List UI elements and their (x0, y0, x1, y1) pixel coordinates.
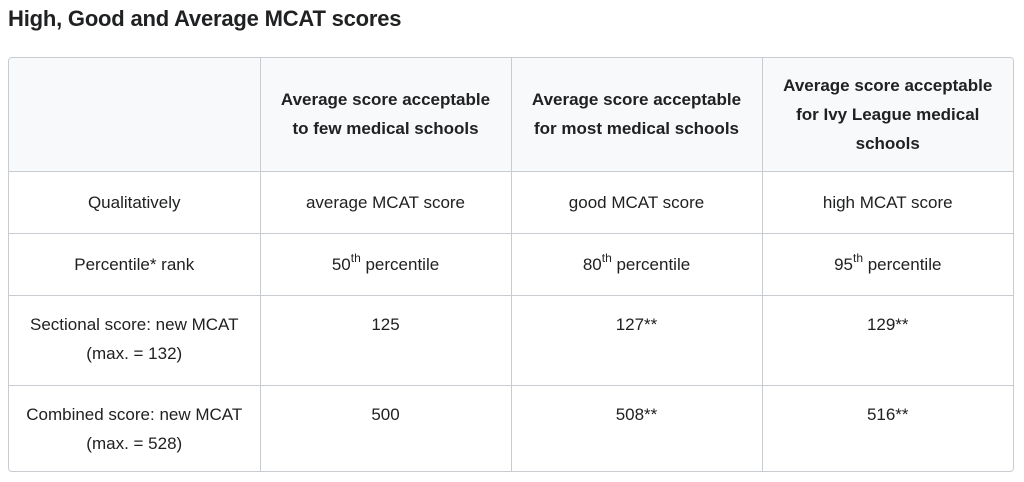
table-row: Qualitatively average MCAT score good MC… (9, 170, 1013, 234)
table-cell: 129** (761, 294, 1013, 386)
table-row: Percentile* rank 50th percentile 80th pe… (9, 232, 1013, 296)
percentile-word: percentile (863, 254, 942, 274)
column-header-few-schools: Average score acceptable to few medical … (259, 58, 512, 172)
row-label: Qualitatively (9, 170, 261, 234)
percentile-number: 80 (582, 254, 602, 274)
table-cell: 125 (259, 294, 512, 386)
column-header-ivy-league: Average score acceptable for Ivy League … (761, 58, 1013, 172)
table-row: Sectional score: new MCAT (max. = 132) 1… (9, 294, 1013, 386)
percentile-number: 95 (834, 254, 853, 274)
table-row: Combined score: new MCAT (max. = 528) 50… (9, 384, 1013, 471)
table-cell: 127** (510, 294, 763, 386)
table-cell: 95th percentile (761, 232, 1013, 296)
row-label: Percentile* rank (9, 232, 261, 296)
table-cell: average MCAT score (259, 170, 512, 234)
table-cell: high MCAT score (761, 170, 1013, 234)
table-cell: 516** (761, 384, 1013, 471)
mcat-scores-table: Average score acceptable to few medical … (8, 57, 1014, 472)
page-title: High, Good and Average MCAT scores (8, 6, 402, 31)
row-label: Combined score: new MCAT (max. = 528) (9, 384, 261, 471)
table-cell: 80th percentile (510, 232, 763, 296)
table-cell: 500 (259, 384, 512, 471)
column-header-empty (9, 58, 261, 172)
ordinal-suffix: th (601, 250, 612, 265)
table-cell: 508** (510, 384, 763, 471)
ordinal-suffix: th (852, 250, 863, 265)
percentile-word: percentile (611, 254, 691, 274)
percentile-word: percentile (360, 254, 440, 274)
column-header-most-schools: Average score acceptable for most medica… (510, 58, 763, 172)
table-header-row: Average score acceptable to few medical … (9, 58, 1013, 172)
table-cell: good MCAT score (510, 170, 763, 234)
table-cell: 50th percentile (259, 232, 512, 296)
percentile-number: 50 (331, 254, 351, 274)
ordinal-suffix: th (350, 250, 361, 265)
row-label: Sectional score: new MCAT (max. = 132) (9, 294, 261, 386)
